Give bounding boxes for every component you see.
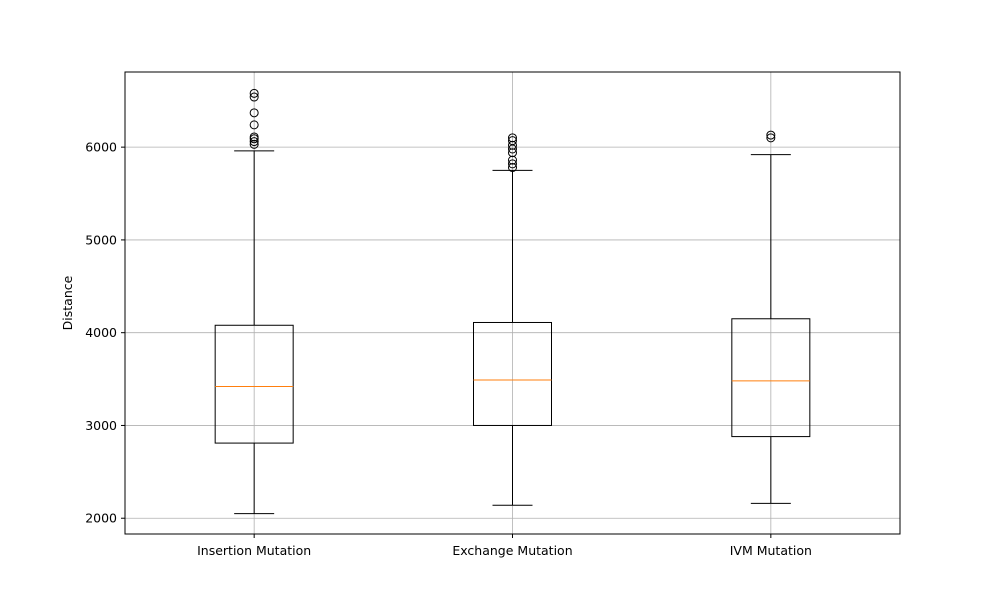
outlier-point-5	[508, 140, 517, 150]
y-tick-label-2: 4000	[85, 325, 117, 340]
iqr-box	[731, 318, 811, 438]
outlier-point-5	[249, 108, 259, 118]
outlier-point-7	[249, 88, 259, 98]
outlier-point-6	[249, 92, 259, 102]
axis-layer: 2000 3000 4000 5000 6000 Insertion Mutation Ex…	[85, 140, 812, 558]
y-tick-label-1: 3000	[85, 418, 117, 433]
x-tick-label-1: Exchange Mutation	[452, 543, 572, 558]
outlier-point-6	[508, 136, 517, 146]
iqr-box	[473, 321, 552, 426]
outlier-point-0	[508, 163, 517, 173]
box-group-1	[473, 133, 552, 506]
outlier-point-1	[508, 159, 517, 169]
y-tick-label-3: 5000	[85, 232, 117, 247]
outlier-point-2	[508, 155, 517, 165]
x-tick-label-2: IVM Mutation	[730, 543, 812, 558]
outlier-point-1	[249, 137, 259, 147]
box-layer	[214, 88, 811, 515]
outlier-point-3	[508, 148, 517, 158]
y-tick-label-4: 6000	[85, 140, 117, 155]
outlier-point-4	[249, 120, 259, 130]
outlier-point-0	[249, 139, 259, 149]
iqr-box	[214, 324, 294, 444]
outlier-point-7	[508, 133, 517, 143]
y-axis-label: Distance	[60, 275, 75, 330]
outlier-point-3	[249, 132, 259, 142]
outlier-point-0	[766, 133, 776, 143]
y-tick-label-0: 2000	[85, 511, 117, 526]
box-group-2	[731, 130, 811, 504]
box-group-0	[214, 88, 294, 515]
outlier-point-1	[766, 130, 776, 140]
x-tick-label-0: Insertion Mutation	[197, 543, 311, 558]
